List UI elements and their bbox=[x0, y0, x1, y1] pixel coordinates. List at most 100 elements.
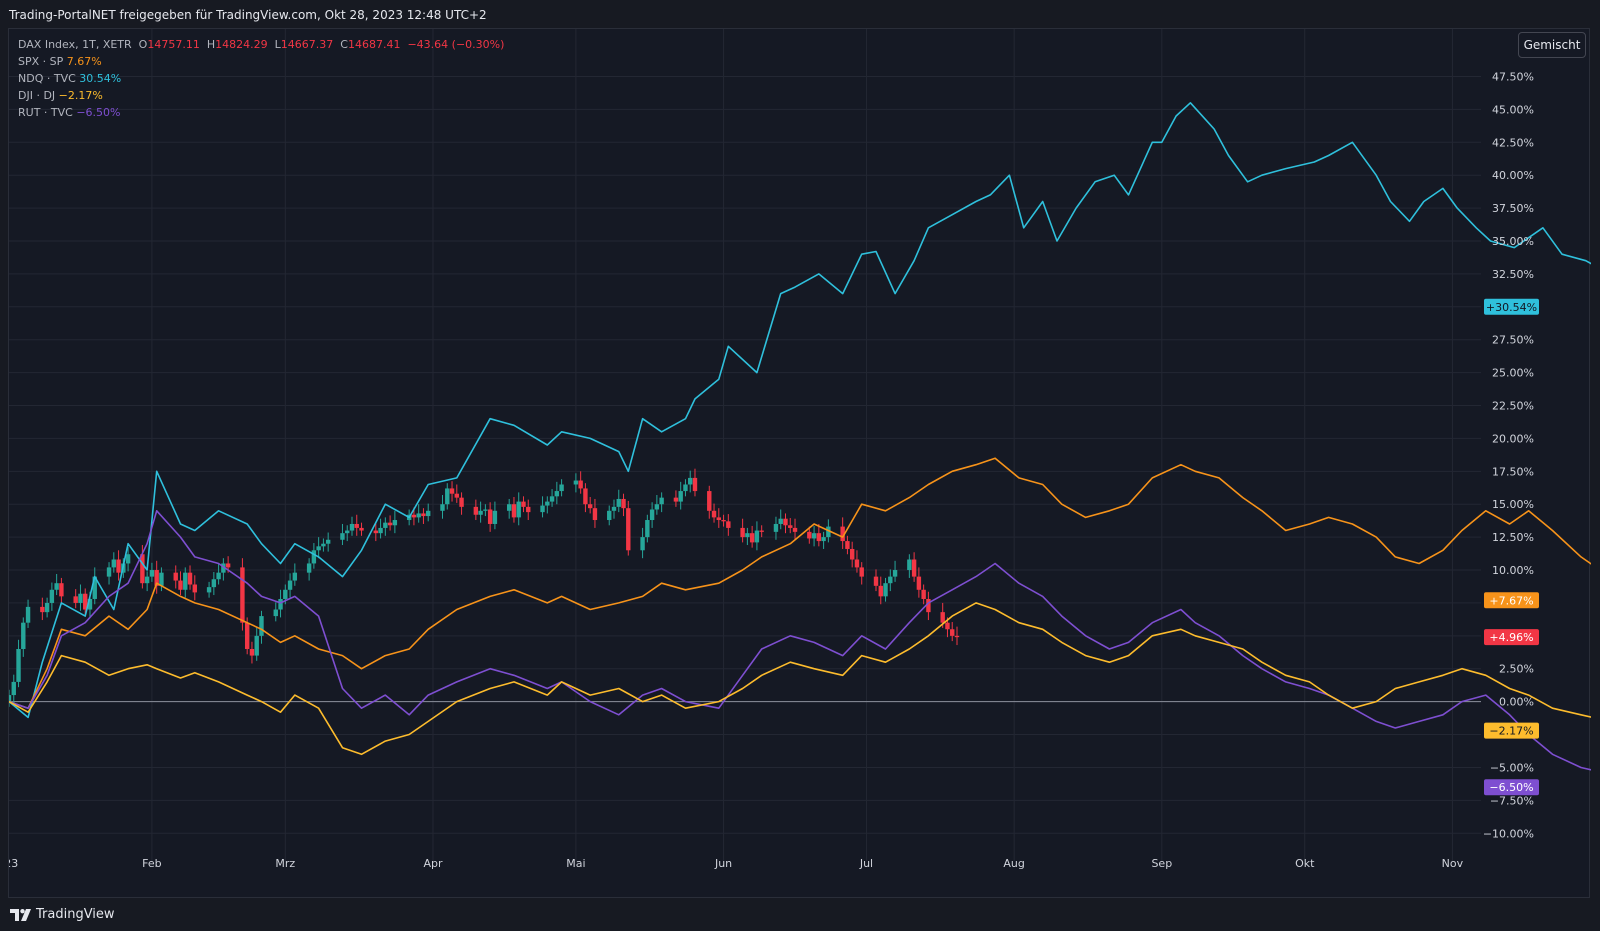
candle-body bbox=[726, 521, 731, 528]
x-tick-label: Jun bbox=[714, 857, 732, 870]
series-line bbox=[9, 457, 1591, 710]
ohlc-open-value: 14757.11 bbox=[147, 38, 200, 51]
last-value-badge bbox=[1484, 722, 1539, 739]
candle-body bbox=[692, 477, 698, 492]
y-tick-label: 32.50% bbox=[1492, 268, 1534, 281]
candle-body bbox=[416, 513, 421, 518]
candle-body bbox=[140, 554, 145, 584]
candle-body bbox=[688, 477, 693, 485]
candle-body bbox=[349, 523, 355, 531]
tradingview-logo[interactable]: TradingView bbox=[10, 907, 115, 922]
candle-body bbox=[259, 616, 264, 636]
candle-body bbox=[387, 522, 393, 526]
y-tick-label: 42.50% bbox=[1492, 136, 1534, 149]
candle-body bbox=[607, 510, 612, 521]
candle-body bbox=[125, 554, 131, 564]
candle-body bbox=[206, 587, 212, 593]
legend-series-dji[interactable]: DJI · DJ −2.17% bbox=[18, 87, 504, 104]
candle-body bbox=[559, 484, 564, 492]
legend-series-rut[interactable]: RUT · TVC −6.50% bbox=[18, 104, 504, 121]
candle-body bbox=[273, 609, 278, 617]
candle-body bbox=[883, 583, 888, 597]
candle-body bbox=[788, 525, 793, 528]
y-tick-label: 27.50% bbox=[1492, 334, 1534, 347]
candle-body bbox=[521, 501, 526, 507]
candle-body bbox=[716, 517, 721, 521]
tradingview-logo-icon bbox=[10, 908, 31, 921]
candle-body bbox=[707, 491, 712, 511]
candle-body bbox=[478, 510, 483, 515]
scale-mode-button[interactable]: Gemischt bbox=[1518, 32, 1586, 58]
candle-body bbox=[916, 576, 922, 590]
legend-series-name: NDQ · TVC bbox=[18, 72, 76, 85]
last-value-badge bbox=[1484, 592, 1539, 609]
candle-body bbox=[73, 596, 78, 603]
candle-body bbox=[573, 480, 579, 485]
chart-pane[interactable]: 47.50% 45.00% 42.50% 40.00% 37.50% 35.00% 32.5… bbox=[8, 28, 1591, 899]
last-value-text: −6.50% bbox=[1489, 781, 1533, 794]
candle-body bbox=[911, 559, 917, 577]
candle-body bbox=[106, 567, 112, 577]
candle-body bbox=[473, 506, 479, 515]
candle-body bbox=[373, 530, 379, 534]
candle-body bbox=[678, 491, 683, 502]
candle-body bbox=[249, 649, 255, 656]
share-header: Trading-PortalNET freigegeben für Tradin… bbox=[0, 0, 1600, 30]
candle-body bbox=[792, 527, 798, 532]
candle-body bbox=[492, 510, 498, 524]
candle-body bbox=[187, 572, 193, 585]
y-tick-label: 17.50% bbox=[1492, 465, 1534, 478]
candle-body bbox=[854, 559, 860, 568]
legend-series-ndq[interactable]: NDQ · TVC 30.54% bbox=[18, 70, 504, 87]
legend-series-value: −2.17% bbox=[58, 89, 103, 102]
candle-body bbox=[354, 523, 359, 528]
candle-body bbox=[426, 510, 431, 517]
legend-series-spx[interactable]: SPX · SP 7.67% bbox=[18, 53, 504, 70]
candle-body bbox=[807, 531, 812, 539]
candle-body bbox=[892, 570, 898, 577]
candle-body bbox=[616, 498, 621, 507]
legend-main-name: DAX Index, 1T, XETR bbox=[18, 38, 132, 51]
candle-body bbox=[506, 504, 512, 511]
candle-body bbox=[649, 509, 655, 521]
candle-body bbox=[378, 527, 383, 534]
y-tick-label: 22.50% bbox=[1492, 400, 1534, 413]
y-tick-label: 0.00% bbox=[1499, 696, 1534, 709]
candle-body bbox=[9, 695, 12, 702]
legend-series-value: 7.67% bbox=[66, 55, 102, 68]
candle-body bbox=[859, 567, 864, 577]
x-tick-label: Sep bbox=[1151, 857, 1172, 870]
comparison-chart[interactable]: 47.50% 45.00% 42.50% 40.00% 37.50% 35.00% 32.5… bbox=[9, 29, 1591, 899]
candle-body bbox=[449, 488, 455, 494]
y-tick-label: 2.50% bbox=[1499, 663, 1534, 676]
candle-body bbox=[144, 576, 150, 584]
grid-lines bbox=[9, 29, 1481, 861]
y-tick-label: −10.00% bbox=[1483, 827, 1534, 840]
candle-body bbox=[907, 559, 912, 571]
candle-body bbox=[545, 501, 550, 506]
candle-body bbox=[845, 541, 850, 549]
candle-body bbox=[21, 622, 26, 649]
candle-body bbox=[459, 497, 464, 507]
candle-body bbox=[587, 504, 593, 509]
candle-body bbox=[873, 576, 879, 586]
y-tick-label: 40.00% bbox=[1492, 169, 1534, 182]
candle-body bbox=[816, 533, 822, 542]
chart-legend: DAX Index, 1T, XETR O14757.11 H14824.29 … bbox=[18, 36, 504, 121]
brand-name: TradingView bbox=[36, 907, 115, 922]
series-line bbox=[9, 602, 1591, 756]
candle-body bbox=[759, 530, 764, 532]
candle-body bbox=[244, 622, 250, 649]
candle-body bbox=[225, 563, 231, 568]
candle-body bbox=[25, 606, 31, 623]
candle-body bbox=[316, 546, 321, 551]
candle-body bbox=[392, 520, 398, 526]
x-tick-label: Nov bbox=[1442, 857, 1464, 870]
legend-main-series[interactable]: DAX Index, 1T, XETR O14757.11 H14824.29 … bbox=[18, 36, 504, 53]
candle-body bbox=[940, 612, 945, 623]
candle-body bbox=[325, 539, 331, 544]
ohlc-close-label: C bbox=[340, 38, 348, 51]
candle-body bbox=[283, 589, 288, 599]
candle-body bbox=[878, 585, 883, 597]
last-value-badge bbox=[1484, 298, 1539, 315]
